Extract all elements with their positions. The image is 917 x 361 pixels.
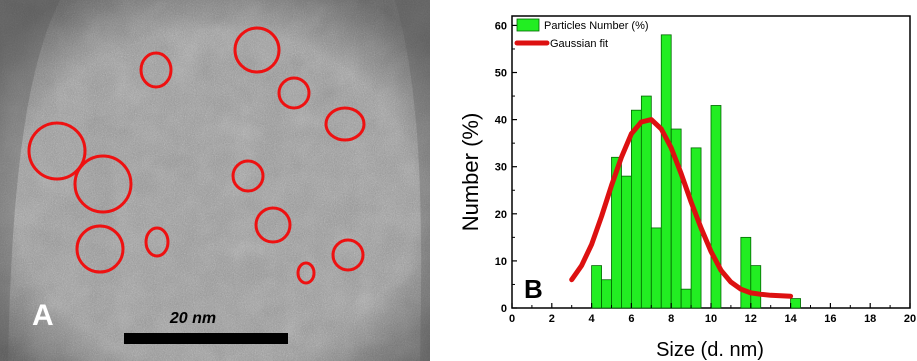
size-distribution-chart: 0 2 4 6 8 10 12 14 16 18 20 0 10 20 30 40 50 60 Particles… bbox=[458, 15, 916, 361]
x-tick-label: 4 bbox=[589, 313, 596, 325]
x-tick-label: 8 bbox=[668, 313, 674, 325]
particle-circle bbox=[254, 206, 292, 244]
histogram-bar bbox=[710, 105, 722, 309]
histogram-bar bbox=[660, 34, 672, 309]
x-tick-label: 16 bbox=[824, 313, 836, 325]
legend-swatch-bars bbox=[516, 18, 540, 32]
particle-circle bbox=[73, 154, 133, 214]
micrograph-vignette bbox=[0, 0, 430, 361]
x-tick-label: 20 bbox=[904, 313, 916, 325]
particle-circle bbox=[277, 76, 311, 110]
x-tick-label: 14 bbox=[784, 313, 797, 325]
y-tick-label: 0 bbox=[501, 303, 507, 315]
y-tick-label: 40 bbox=[495, 115, 507, 127]
gaussian-fit-line bbox=[569, 117, 794, 299]
particle-circle bbox=[233, 26, 281, 74]
axis-ticks: 0 2 4 6 8 10 12 14 16 18 20 0 10 20 30 40 50 60 bbox=[495, 20, 916, 325]
x-axis-label: Size (d. nm) bbox=[656, 339, 764, 361]
particle-circles bbox=[27, 26, 366, 285]
y-tick-label: 10 bbox=[495, 256, 507, 268]
y-tick-label: 20 bbox=[495, 209, 507, 221]
panel-a-label: A bbox=[32, 299, 54, 332]
grid-edge-shadow-right bbox=[395, 0, 430, 361]
histogram-bar bbox=[790, 298, 801, 309]
tem-micrograph: A 20 nm bbox=[0, 0, 430, 361]
particle-circle bbox=[144, 226, 170, 258]
histogram-bar bbox=[630, 109, 642, 309]
panel-b-label: B bbox=[524, 274, 543, 304]
scale-bar bbox=[124, 333, 288, 344]
y-axis-label: Number (%) bbox=[458, 113, 483, 232]
x-tick-label: 18 bbox=[864, 313, 876, 325]
histogram-bar bbox=[591, 265, 602, 309]
histogram-bar bbox=[650, 227, 662, 309]
particle-circle bbox=[231, 159, 265, 193]
gaussian-fit bbox=[569, 117, 794, 299]
histogram-bar bbox=[640, 95, 652, 309]
x-tick-label: 10 bbox=[705, 313, 717, 325]
particle-circle bbox=[296, 261, 316, 285]
histogram-bar bbox=[670, 128, 682, 309]
x-tick-label: 2 bbox=[549, 313, 555, 325]
grid-edge-shadow bbox=[0, 0, 60, 361]
histogram-bar bbox=[601, 279, 612, 309]
particle-circle bbox=[27, 121, 87, 181]
legend-label-fit: Gaussian fit bbox=[550, 38, 608, 50]
legend-label-bars: Particles Number (%) bbox=[544, 20, 649, 32]
y-tick-label: 50 bbox=[495, 68, 507, 80]
particle-circle bbox=[139, 51, 173, 89]
particle-circle bbox=[324, 106, 366, 142]
y-tick-label: 30 bbox=[495, 162, 507, 174]
histogram-bar bbox=[621, 175, 632, 309]
histogram-bar bbox=[740, 236, 752, 309]
x-tick-label: 0 bbox=[509, 313, 515, 325]
chart-legend: Particles Number (%) Gaussian fit bbox=[514, 18, 649, 50]
particle-circle bbox=[75, 224, 125, 274]
histogram-bar bbox=[680, 288, 692, 309]
scale-bar-label: 20 nm bbox=[169, 310, 216, 327]
x-tick-label: 12 bbox=[745, 313, 757, 325]
x-tick-label: 6 bbox=[628, 313, 634, 325]
histogram-bar bbox=[750, 265, 762, 309]
y-tick-label: 60 bbox=[495, 20, 507, 32]
histogram-bars bbox=[591, 34, 801, 309]
particle-circle bbox=[331, 238, 365, 272]
